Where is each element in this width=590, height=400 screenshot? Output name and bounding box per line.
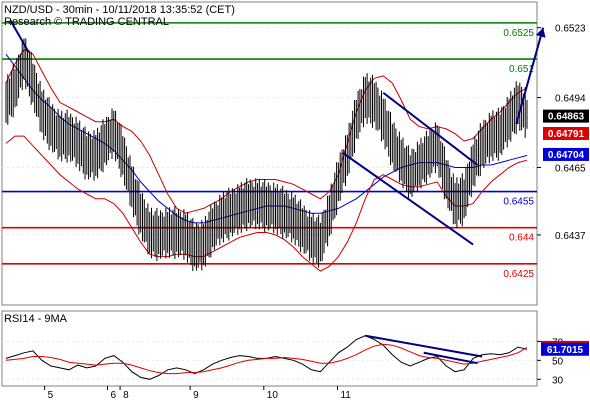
price-tick-label: 0.6523 [555, 24, 586, 35]
arrow-up-right-icon [535, 27, 546, 38]
chart-subtitle: Research © TRADING CENTRAL [4, 16, 169, 28]
trendline [9, 19, 30, 53]
rsi-panel-frame [1, 310, 538, 387]
rsi-tag [541, 342, 589, 356]
price-tick-label: 0.6494 [555, 94, 586, 105]
rsi-tags: 63.667461.7015 [541, 340, 589, 356]
time-axis: 5 6 8 9 10 11 [44, 386, 351, 400]
rsi-trendline [423, 351, 478, 365]
bollinger_upper-line [5, 48, 528, 214]
price-bars [5, 38, 528, 272]
rsi-trendline [365, 334, 483, 358]
time-tick-label: 10 [267, 390, 279, 400]
time-tick-label: 6 [111, 390, 117, 400]
price-tag-label: 0.64863 [548, 112, 585, 123]
level-label: 0.6425 [503, 269, 534, 280]
chart-title: NZD/USD - 30min - 10/11/2018 13:35:52 (C… [4, 4, 235, 16]
price-tag [543, 109, 589, 123]
price-tag-label: 0.64704 [548, 150, 585, 161]
rsi-tag-label: 61.7015 [547, 345, 584, 356]
rsi-title: RSI14 - 9MA [4, 313, 68, 325]
bollinger_lower-line [5, 135, 528, 272]
projection-shaft [515, 27, 545, 125]
price-levels: 0.6525 0.651 0.6455 0.644 0.6425 [2, 22, 537, 280]
level-label: 0.6455 [503, 197, 534, 208]
trendline [382, 91, 479, 166]
price-panel: 0.6525 0.651 0.6455 0.644 0.6425 NZD/USD - 3… [1, 1, 546, 306]
price-axis: 0.6523 0.6494 0.6465 0.6437 [537, 24, 586, 242]
rsi-tick-label: 50 [552, 356, 564, 367]
level-label: 0.6525 [503, 28, 534, 39]
rsi-tick-label: 30 [552, 375, 564, 386]
time-tick-label: 5 [48, 390, 54, 400]
rsi_ma-line [5, 343, 528, 375]
rsi-lines [5, 335, 528, 380]
trendlines [9, 19, 479, 246]
rsi-panel: RSI14 - 9MA [1, 310, 538, 387]
level-label: 0.644 [509, 233, 534, 244]
level-label: 0.651 [509, 64, 534, 75]
projection-arrow [515, 27, 546, 125]
price-tags: 0.64863 0.64791 0.64704 [543, 109, 589, 161]
rsi-trendlines [365, 334, 483, 365]
price-tick-label: 0.6437 [555, 231, 586, 242]
time-tick-label: 11 [340, 390, 351, 400]
price-tag [543, 126, 589, 140]
price-panel-frame [1, 1, 538, 306]
time-tick-label: 9 [193, 390, 199, 400]
time-tick-label: 8 [123, 390, 129, 400]
trendline [342, 152, 474, 246]
price-tick-label: 0.6465 [555, 163, 586, 174]
price-tag [543, 147, 589, 161]
price-tag-label: 0.64791 [548, 129, 585, 140]
